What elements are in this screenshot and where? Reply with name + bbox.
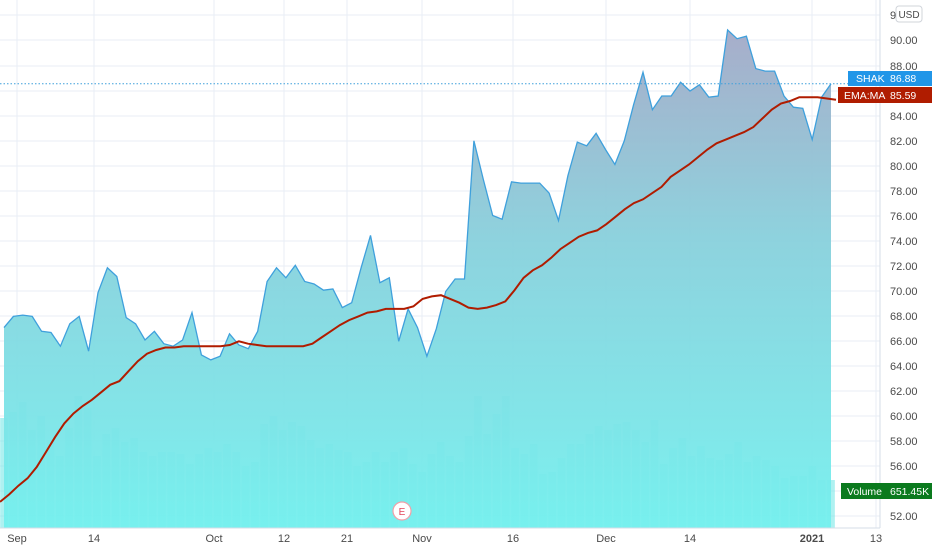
volume-series-name: Volume: [847, 486, 882, 498]
y-tick-label: 78.00: [890, 186, 918, 198]
shak-series-name: SHAK: [856, 73, 885, 85]
price-area: [4, 30, 831, 528]
series-lines: [0, 28, 848, 503]
y-tick-label: 58.00: [890, 436, 918, 448]
y-tick-label: 9: [890, 10, 896, 22]
y-tick-label: 60.00: [890, 411, 918, 423]
shak-last-value: 86.88: [890, 73, 916, 85]
earnings-marker[interactable]: E: [392, 501, 412, 521]
x-tick-label: Sep: [7, 533, 27, 545]
y-tick-label: 90.00: [890, 35, 918, 47]
y-tick-label: 68.00: [890, 311, 918, 323]
y-tick-label: 84.00: [890, 111, 918, 123]
price-labels: USD SHAK 86.88 EMA:MA 85.59 Volume 651.45K E: [392, 5, 932, 521]
y-tick-label: 64.00: [890, 361, 918, 373]
y-tick-label: 56.00: [890, 461, 918, 473]
currency-label: USD: [898, 10, 919, 21]
shak-price-line: [3, 28, 832, 361]
ema-label-box: [838, 87, 932, 103]
earnings-marker-circle: [392, 501, 412, 521]
x-tick-label: Oct: [205, 533, 222, 545]
x-tick-label: 13: [870, 533, 882, 545]
axes: 52.0054.0056.0058.0060.0062.0064.0066.00…: [0, 0, 918, 545]
y-tick-label: 66.00: [890, 336, 918, 348]
ema-last-value: 85.59: [890, 90, 916, 102]
x-tick-label: Dec: [596, 533, 616, 545]
ema-series-name: EMA:MA: [844, 90, 885, 102]
x-tick-label: 21: [341, 533, 353, 545]
y-tick-label: 80.00: [890, 161, 918, 173]
y-tick-label: 74.00: [890, 236, 918, 248]
volume-last-value: 651.45K: [890, 486, 929, 498]
volume-label-box: [841, 483, 932, 499]
y-tick-label: 72.00: [890, 261, 918, 273]
ema-line: [0, 96, 837, 503]
y-tick-label: 82.00: [890, 136, 918, 148]
x-tick-label: 14: [684, 533, 696, 545]
y-tick-label: 76.00: [890, 211, 918, 223]
x-tick-label: 16: [507, 533, 519, 545]
y-tick-label: 70.00: [890, 286, 918, 298]
x-tick-label: 2021: [800, 533, 824, 545]
x-tick-label: 12: [278, 533, 290, 545]
x-tick-label: 14: [88, 533, 100, 545]
earnings-marker-label: E: [399, 507, 406, 518]
y-tick-label: 52.00: [890, 511, 918, 523]
x-tick-label: Nov: [412, 533, 432, 545]
shak-label-box: [848, 71, 932, 86]
y-tick-label: 62.00: [890, 386, 918, 398]
shak-area-fill: [4, 30, 831, 528]
y-tick-label: 88.00: [890, 61, 918, 73]
currency-box: [895, 5, 923, 23]
